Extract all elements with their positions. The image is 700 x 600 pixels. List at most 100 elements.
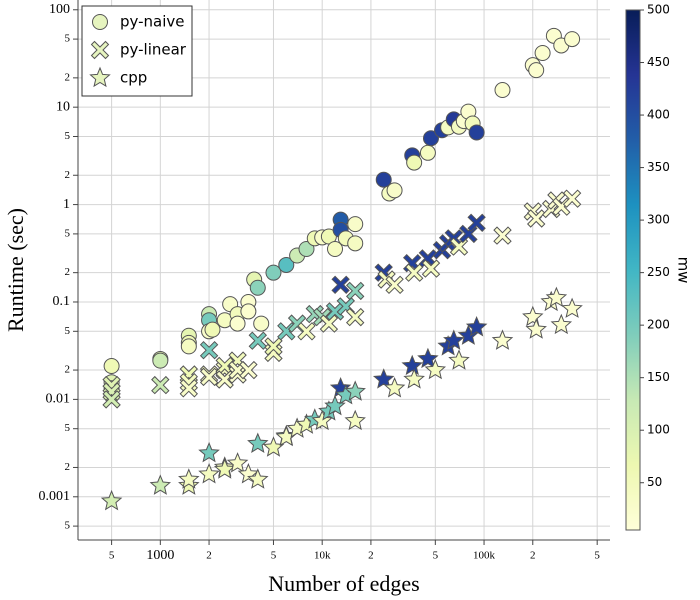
point <box>103 358 120 375</box>
point <box>324 394 346 416</box>
point <box>331 275 350 295</box>
y-tick-label: 0.1 <box>53 294 71 309</box>
point <box>421 259 441 278</box>
y-tick-label: 2 <box>65 461 71 473</box>
colorbar-tick-label: 450 <box>647 55 670 69</box>
point <box>528 62 545 79</box>
point <box>372 368 395 389</box>
point <box>240 303 257 320</box>
point <box>562 189 582 208</box>
point <box>347 235 364 252</box>
x-tick-label: 1000 <box>146 548 174 563</box>
y-tick-label: 5 <box>65 422 71 434</box>
point <box>151 375 170 395</box>
point <box>491 329 514 350</box>
colorbar-tick-label: 350 <box>647 160 670 174</box>
x-axis-label: Number of edges <box>268 571 420 596</box>
colorbar-label: mw <box>675 257 693 284</box>
point <box>386 182 403 199</box>
point <box>561 297 583 318</box>
colorbar-tick-label: 100 <box>647 423 670 437</box>
point <box>545 286 568 308</box>
point <box>249 279 266 296</box>
legend-marker <box>89 66 111 88</box>
colorbar-ticks: 50 100 150 200 250 300 350 400 450 500 <box>640 3 670 489</box>
colorbar-tick-label: 250 <box>647 265 670 279</box>
point <box>226 452 249 473</box>
point <box>247 432 269 453</box>
point <box>385 275 404 295</box>
y-tick-label: 10 <box>56 99 70 114</box>
point <box>297 322 316 341</box>
point <box>180 338 197 355</box>
x-tick-label: 2 <box>206 550 212 562</box>
point <box>178 468 200 489</box>
marks <box>100 27 583 511</box>
point <box>264 337 283 356</box>
x-tick-label: 5 <box>109 550 115 562</box>
y-axis-label: Runtime (sec) <box>3 208 28 332</box>
legend-label: cpp <box>120 69 147 87</box>
colorbar-tick-label: 300 <box>647 213 670 227</box>
point <box>494 82 511 99</box>
point <box>239 360 258 380</box>
point <box>149 474 172 495</box>
point <box>179 379 199 398</box>
point <box>198 441 220 463</box>
legend-marker <box>92 14 108 30</box>
point <box>401 354 423 376</box>
point <box>347 216 364 233</box>
colorbar-tick-label: 150 <box>647 370 670 384</box>
point <box>465 316 488 337</box>
point <box>199 367 219 387</box>
point <box>526 209 546 228</box>
point <box>229 315 246 332</box>
point <box>204 321 221 338</box>
x-tick-label: 100k <box>473 550 496 562</box>
point <box>550 313 573 335</box>
point <box>525 318 547 339</box>
y-tick-label: 2 <box>65 169 71 181</box>
y-tick-label: 0.001 <box>39 489 71 504</box>
point <box>448 349 470 370</box>
point <box>152 352 169 369</box>
y-tick-label: 0.01 <box>46 392 71 407</box>
point <box>403 368 425 389</box>
point <box>375 171 392 188</box>
x-tick-label: 5 <box>594 550 600 562</box>
point <box>404 263 424 282</box>
point <box>102 390 121 409</box>
point <box>564 31 581 48</box>
point <box>534 44 551 61</box>
point <box>311 409 333 431</box>
point <box>298 240 315 257</box>
y-tick-label: 5 <box>65 520 71 532</box>
x-tick-label: 10k <box>314 550 331 562</box>
legend-label: py-linear <box>120 41 187 59</box>
colorbar-tick-label: 400 <box>647 108 670 122</box>
y-tick-label: 2 <box>65 266 71 278</box>
legend-label: py-naive <box>120 13 185 31</box>
y-tick-label: 5 <box>65 227 71 239</box>
point <box>278 256 295 273</box>
point <box>199 340 219 360</box>
colorbar-tick-label: 50 <box>647 475 662 489</box>
point <box>424 358 447 380</box>
legend-entries: py-naive py-linear cpp <box>89 13 187 88</box>
x-tick-label: 5 <box>271 550 277 562</box>
point <box>344 409 366 431</box>
point <box>178 474 200 495</box>
y-tick-label: 100 <box>49 2 70 17</box>
y-tick-label: 2 <box>65 71 71 83</box>
point <box>443 329 465 350</box>
point <box>325 302 345 321</box>
point <box>468 124 485 141</box>
point <box>406 154 423 171</box>
y-tick-label: 5 <box>65 130 71 142</box>
point <box>417 347 439 369</box>
point <box>522 305 544 327</box>
y-tick-label: 2 <box>65 364 71 376</box>
y-tick-label: 5 <box>65 325 71 337</box>
point <box>198 462 220 484</box>
y-tick-label: 1 <box>63 197 70 212</box>
